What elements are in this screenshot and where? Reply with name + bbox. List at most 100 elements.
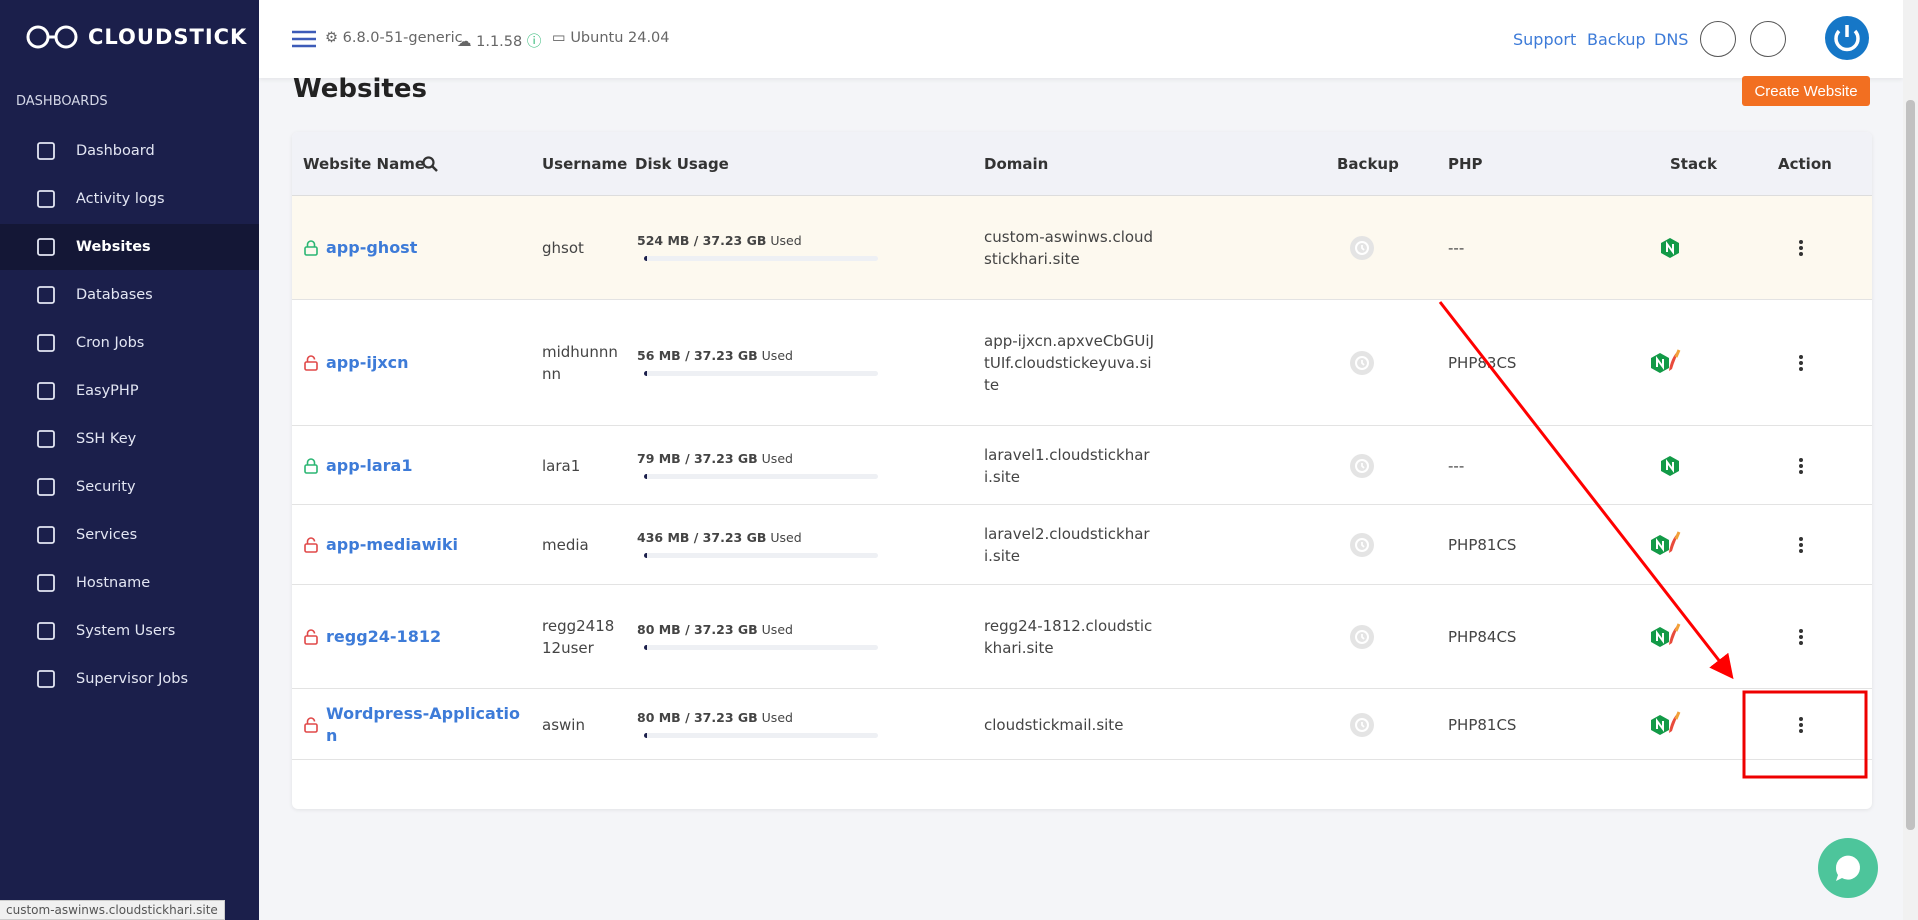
nav-icon [37,142,55,160]
disk-amount: 79 MB / 37.23 GB [637,450,758,466]
nav-item[interactable]: EasyPHP [0,368,259,414]
disk-bar [644,553,878,558]
php-version: PHP84CS [1448,628,1517,646]
ssl-icon [304,355,318,371]
disk-usage: 80 MB / 37.23 GB Used [637,707,793,729]
status-url: custom-aswinws.cloudstickhari.site [0,900,225,920]
nav-item[interactable]: Services [0,512,259,558]
domain: custom-aswinws.cloudstickhari.site [984,228,1154,268]
nav-item[interactable]: SSH Key [0,416,259,462]
nav-icon [37,334,55,352]
sidebar: CLOUDSTICK DASHBOARDS Dashboard Activity … [0,0,259,920]
action-menu[interactable] [1797,628,1805,646]
action-menu[interactable] [1797,354,1805,372]
disk-usage: 436 MB / 37.23 GB Used [637,527,802,549]
kernel: ⚙ 6.8.0-51-generic [325,30,463,46]
php-version: --- [1448,456,1465,475]
php-version: PHP81CS [1448,536,1517,554]
top-link[interactable]: DNS [1654,30,1689,49]
disk-amount: 436 MB / 37.23 GB [637,530,767,545]
nginx-icon [1651,714,1669,735]
disk-bar [644,256,878,261]
username: midhunnnnn [542,343,618,383]
backup-icon[interactable] [1349,350,1375,376]
apache-icon [1669,349,1681,371]
nav-item[interactable]: Security [0,464,259,510]
domain: laravel2.cloudstickhari.site [984,525,1150,565]
username: aswin [542,715,585,734]
chat-button[interactable] [1818,838,1878,898]
php-version: PHP83CS [1448,354,1517,372]
os: ▭ Ubuntu 24.04 [552,30,670,46]
nav-item[interactable]: Dashboard [0,128,259,174]
nginx-icon [1661,238,1679,258]
website-name[interactable]: app-lara1 [326,455,413,475]
brand-text: CLOUDSTICK [88,25,248,49]
backup-icon[interactable] [1349,532,1375,558]
disk-bar [644,732,878,738]
nav-item[interactable]: Supervisor Jobs [0,656,259,702]
disk-bar [644,371,878,376]
disk-usage: 56 MB / 37.23 GB Used [637,345,793,367]
nav-item[interactable]: Websites [0,224,259,270]
action-menu[interactable] [1797,716,1805,734]
table-row: app-lara1 lara1 79 MB / 37.23 GB Used larav… [292,426,1872,505]
php-version: --- [1448,239,1465,257]
clipboard-button[interactable] [1700,21,1736,57]
action-menu[interactable] [1797,536,1805,554]
username: media [542,536,589,554]
backup-icon[interactable] [1349,712,1375,738]
page-title: Websites [293,74,427,104]
disk-label: Used [761,622,793,637]
username: regg241812user [542,617,615,657]
nav-icon [37,190,55,208]
create-website-button[interactable]: Create Website [1742,76,1870,106]
user-button[interactable] [1750,21,1786,57]
nav-item[interactable]: Cron Jobs [0,320,259,366]
brand: CLOUDSTICK [26,24,247,50]
column-header: Action [1778,155,1832,173]
nav-item[interactable]: Databases [0,272,259,318]
ssl-icon [304,457,318,474]
top-link[interactable]: Backup [1587,30,1646,49]
disk-amount: 524 MB / 37.23 GB [637,233,767,248]
action-menu[interactable] [1797,457,1805,475]
domain: regg24-1812.cloudstickhari.site [984,617,1153,657]
menu-toggle[interactable] [292,30,316,48]
disk-label: Used [770,233,802,248]
disk-usage: 524 MB / 37.23 GB Used [637,230,802,252]
backup-icon[interactable] [1349,624,1375,650]
top-link[interactable]: Support [1513,30,1577,49]
disk-amount: 80 MB / 37.23 GB [637,709,758,725]
column-header: Domain [984,155,1049,173]
power-button[interactable] [1824,15,1870,61]
website-name[interactable]: regg24-1812 [326,627,442,646]
backup-icon[interactable] [1349,453,1375,479]
website-name[interactable]: Wordpress-Application [326,703,520,745]
nav-item[interactable]: System Users [0,608,259,654]
table-row: app-ghost ghsot 524 MB / 37.23 GB Used cust… [292,196,1872,300]
website-name[interactable]: app-ghost [326,238,418,257]
nav-icon [37,382,55,400]
header-row: Website Name Username Disk Usage Domain Back… [292,132,1872,196]
table-row: app-mediawiki media 436 MB / 37.23 GB Used… [292,505,1872,585]
column-header: Backup [1337,155,1399,173]
nginx-icon [1661,455,1679,476]
nav-icon [37,670,55,688]
kernel-text: 6.8.0-51-generic [342,30,463,46]
ssl-icon [304,240,318,256]
apache-icon [1669,623,1681,645]
website-name[interactable]: app-ijxcn [326,353,409,372]
website-name[interactable]: app-mediawiki [326,535,458,554]
nav-item[interactable]: Hostname [0,560,259,606]
column-header: Disk Usage [635,155,729,173]
ssl-icon [304,629,318,645]
websites-table: Website Name Username Disk Usage Domain Back… [292,132,1872,809]
action-menu[interactable] [1797,239,1805,257]
backup-icon[interactable] [1349,235,1375,261]
disk-bar [644,645,878,650]
nav-item[interactable]: Activity logs [0,176,259,222]
agent-text: 1.1.58 [476,34,523,50]
search-icon[interactable] [422,156,438,172]
